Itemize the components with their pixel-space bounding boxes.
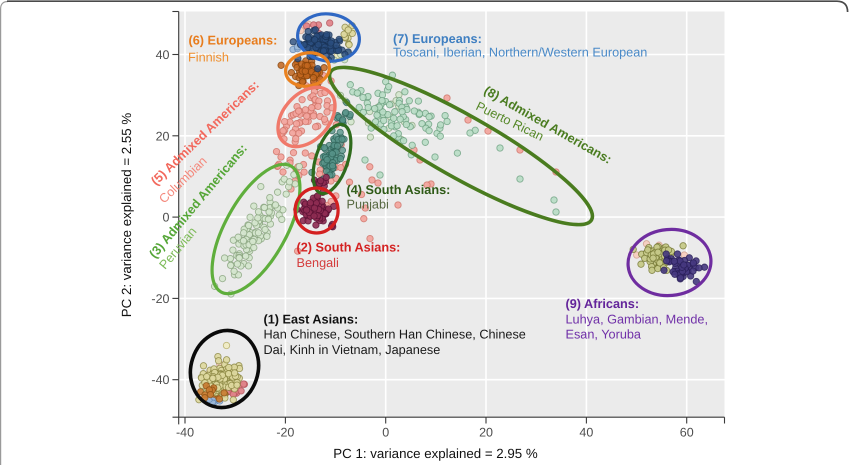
svg-text:Esan, Yoruba: Esan, Yoruba	[566, 328, 642, 342]
svg-text:Finnish: Finnish	[188, 50, 229, 64]
svg-text:(9) Africans:: (9) Africans:	[566, 297, 640, 311]
svg-text:(1) East Asians:: (1) East Asians:	[264, 312, 359, 326]
svg-text:0: 0	[382, 426, 389, 440]
svg-text:40: 40	[156, 48, 170, 62]
svg-text:0: 0	[163, 211, 170, 225]
svg-text:(4) South Asians:: (4) South Asians:	[347, 183, 451, 197]
svg-text:PC 1: variance explained = 2.9: PC 1: variance explained = 2.95 %	[333, 446, 538, 461]
svg-text:40: 40	[579, 426, 593, 440]
svg-text:Bengali: Bengali	[297, 256, 339, 270]
svg-text:(6) Europeans:: (6) Europeans:	[189, 33, 278, 47]
svg-text:-40: -40	[151, 373, 169, 387]
svg-text:-40: -40	[176, 426, 194, 440]
svg-text:(7) Europeans:: (7) Europeans:	[393, 32, 482, 46]
svg-text:Punjabi: Punjabi	[347, 198, 389, 212]
svg-text:Toscani, Iberian, Northern/Wes: Toscani, Iberian, Northern/Western Europ…	[393, 45, 647, 59]
svg-text:60: 60	[680, 426, 694, 440]
svg-text:Luhya, Gambian, Mende,: Luhya, Gambian, Mende,	[566, 312, 708, 326]
svg-text:PC 2: variance explained = 2.5: PC 2: variance explained = 2.55 %	[119, 113, 134, 318]
svg-text:20: 20	[479, 426, 493, 440]
svg-text:Dai, Kinh in Vietnam, Japanese: Dai, Kinh in Vietnam, Japanese	[264, 343, 441, 357]
svg-text:-20: -20	[276, 426, 294, 440]
svg-text:(2) South Asians:: (2) South Asians:	[297, 240, 401, 254]
svg-text:-20: -20	[151, 292, 169, 306]
svg-text:20: 20	[156, 129, 170, 143]
svg-text:Han Chinese, Southern Han Chin: Han Chinese, Southern Han Chinese, Chine…	[264, 328, 526, 342]
